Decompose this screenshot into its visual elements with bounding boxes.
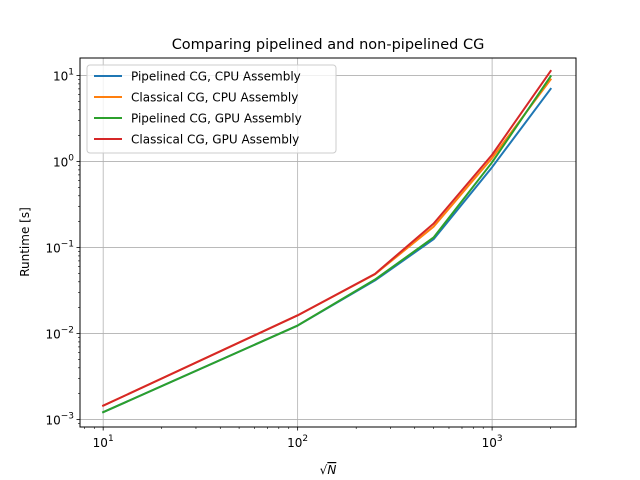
- plot-area-frame: [79, 57, 577, 428]
- x-tick-label: 103: [482, 434, 503, 450]
- x-axis-label-symbol: N: [327, 463, 336, 477]
- y-tick-label: 10−2: [45, 326, 74, 342]
- legend: Pipelined CG, CPU Assembly Classical CG, …: [86, 64, 337, 154]
- legend-entry: Pipelined CG, CPU Assembly: [94, 70, 301, 84]
- x-tick-label-base: 10: [482, 436, 497, 450]
- x-axis-label: √N: [320, 463, 337, 477]
- y-tick-label-exponent: −3: [61, 412, 74, 422]
- x-tick-label-exponent: 3: [497, 434, 503, 444]
- series-line-3: [101, 74, 553, 414]
- y-axis-label: Runtime [s]: [18, 207, 32, 277]
- x-tick-label-exponent: 2: [302, 434, 308, 444]
- legend-label: Classical CG, GPU Assembly: [131, 133, 299, 147]
- x-axis-label-radical: √: [320, 463, 328, 477]
- x-tick-label-base: 10: [287, 436, 302, 450]
- legend-entry: Classical CG, GPU Assembly: [94, 133, 299, 147]
- legend-label: Pipelined CG, CPU Assembly: [131, 70, 301, 84]
- y-tick-label-exponent: −2: [61, 326, 74, 336]
- y-tick-label-base: 10: [53, 156, 68, 170]
- y-tick-label: 10−1: [45, 240, 74, 256]
- series-line-4: [101, 69, 553, 408]
- x-tick-label: 101: [93, 434, 114, 450]
- y-tick-label-exponent: 0: [68, 154, 74, 164]
- x-tick-label-exponent: 1: [108, 434, 114, 444]
- x-tick-label: 102: [287, 434, 308, 450]
- y-tick-label-exponent: 1: [68, 68, 74, 78]
- chart-title: Comparing pipelined and non-pipelined CG: [172, 37, 485, 53]
- legend-box: [86, 64, 337, 154]
- series-lines: [101, 69, 553, 414]
- y-tick-label: 101: [53, 68, 74, 84]
- y-tick-label-base: 10: [45, 328, 60, 342]
- y-tick-label-base: 10: [45, 414, 60, 428]
- legend-label: Pipelined CG, GPU Assembly: [131, 112, 302, 126]
- y-tick-label: 10−3: [45, 412, 74, 428]
- legend-entry: Pipelined CG, GPU Assembly: [94, 112, 302, 126]
- y-tick-label-exponent: −1: [61, 240, 74, 250]
- y-tick-label-base: 10: [53, 70, 68, 84]
- x-tick-label-base: 10: [93, 436, 108, 450]
- y-tick-label-base: 10: [45, 242, 60, 256]
- y-tick-label: 100: [53, 154, 74, 170]
- legend-entry: Classical CG, CPU Assembly: [94, 91, 298, 105]
- legend-label: Classical CG, CPU Assembly: [131, 91, 298, 105]
